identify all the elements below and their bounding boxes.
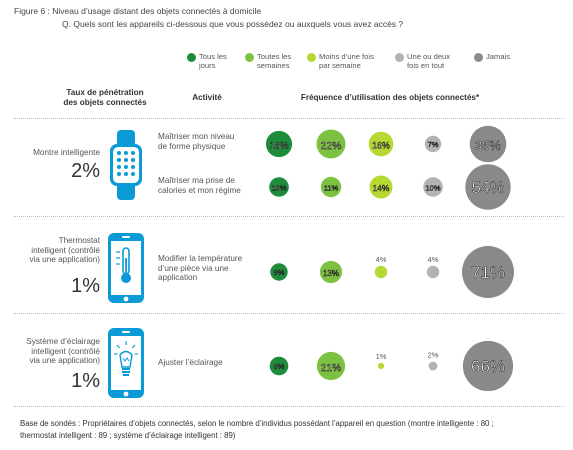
bubble-mark — [426, 265, 440, 279]
legend-swatch — [245, 53, 254, 62]
header-activity: Activité — [192, 93, 222, 102]
device-label-thermostat: Thermostat intelligent (contrôlé via une… — [29, 236, 100, 264]
legend-label: Tous les jours — [199, 52, 227, 70]
bubble-label: 4% — [428, 255, 439, 264]
bubble-label: 13% — [323, 269, 339, 278]
bubble-label: 18% — [270, 140, 289, 151]
bubble-label: 66% — [471, 357, 505, 376]
device-penetration-watch: 2% — [71, 160, 100, 182]
bubble-label: 22% — [321, 141, 342, 152]
legend-label: Jamais — [486, 52, 511, 61]
bubble-mark — [320, 176, 342, 198]
bubble-mark — [465, 164, 511, 210]
bubble-mark — [428, 361, 438, 371]
bubble-mark — [462, 340, 514, 392]
bubble-mark — [316, 129, 346, 159]
bubble-label: 9% — [274, 362, 285, 371]
lightbulb-phone-icon — [108, 328, 144, 398]
figure-title: Figure 6 : Niveau d’usage distant des ob… — [14, 6, 262, 16]
bubble-label: 11% — [324, 184, 339, 193]
bubble-label: 7% — [428, 140, 439, 149]
bubble-mark — [319, 260, 343, 284]
legend-swatch — [187, 53, 196, 62]
bubble-mark — [469, 125, 507, 163]
bubble-mark — [269, 356, 289, 376]
device-penetration-lighting: 1% — [71, 370, 100, 392]
bubble-label: 4% — [376, 255, 387, 264]
legend-swatch — [395, 53, 404, 62]
bubble-mark — [462, 246, 514, 298]
bubble-mark — [265, 130, 293, 158]
row-divider — [14, 406, 564, 407]
bubble-label: 21% — [321, 363, 341, 374]
footnote: Base de sondés : Propriétaires d’objets … — [20, 419, 494, 440]
legend-swatch — [307, 53, 316, 62]
row-divider — [14, 313, 564, 314]
legend-swatch — [474, 53, 483, 62]
bubble-label: 16% — [372, 140, 390, 150]
bubble-label: 1% — [376, 352, 387, 361]
bubble-mark — [374, 265, 388, 279]
legend-label: Toutes les semaines — [257, 52, 292, 70]
activity-label: Maîtriser ma prise de calories et mon ré… — [158, 176, 241, 195]
bubble-label: 2% — [428, 351, 439, 360]
bubble-label: 54% — [472, 179, 505, 197]
bubble-label: 8% — [274, 268, 285, 277]
bubble-mark — [269, 177, 289, 197]
bubble-label: 35% — [475, 138, 502, 153]
bubble-label: 10% — [425, 183, 440, 192]
device-label-lighting: Système d’éclairage intelligent (contrôl… — [26, 337, 100, 365]
device-label-watch: Montre intelligente — [33, 148, 100, 157]
activity-label: Ajuster l’éclairage — [158, 358, 223, 367]
row-divider — [14, 216, 564, 217]
smartwatch-icon — [110, 130, 142, 200]
header-frequency: Fréquence d’utilisation des objets conne… — [300, 93, 480, 102]
bubble-label: 14% — [373, 183, 390, 193]
bubble-mark — [270, 263, 288, 281]
bubble-mark — [377, 362, 385, 370]
bubble-chart: 18% 22% 16% 7% 35% 10% 11% 14% 10% 54% 8% 13% 4% 4% 71… — [265, 125, 514, 392]
bubble-mark — [369, 175, 393, 199]
bubble-mark — [316, 351, 346, 381]
bubble-mark — [424, 135, 442, 153]
bubble-label: 10% — [271, 183, 286, 192]
figure-question: Q. Quels sont les appareils ci-dessous q… — [62, 19, 404, 29]
header-penetration: Taux de pénétration des objets connectés — [63, 88, 147, 107]
device-penetration-thermostat: 1% — [71, 275, 100, 297]
activity-label: Modifier la température d’une pièce via … — [158, 254, 243, 282]
legend-label: Moins d’une fois par semaine — [319, 52, 374, 70]
activity-label: Maîtriser mon niveau de forme physique — [158, 132, 235, 151]
thermostat-phone-icon — [108, 233, 144, 303]
row-divider — [14, 118, 564, 119]
bubble-label: 71% — [471, 263, 505, 282]
bubble-mark — [423, 177, 443, 197]
bubble-mark — [368, 131, 394, 157]
legend-label: Une ou deux fois en tout — [407, 52, 451, 70]
